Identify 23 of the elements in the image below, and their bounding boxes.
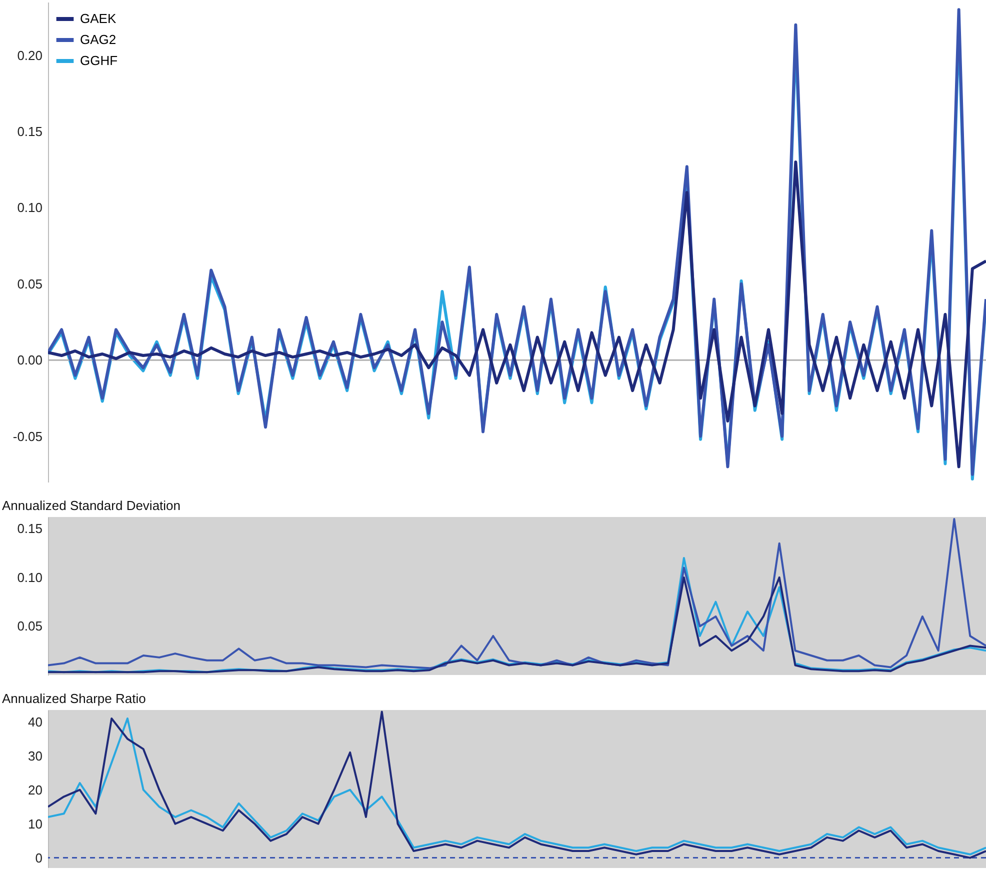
y-tick-label: 20 [28, 782, 42, 798]
y-tick-label: 0.15 [17, 124, 42, 140]
y-tick-label: 0.05 [17, 276, 42, 292]
y-tick-label: 10 [28, 816, 42, 832]
chart-title: Annualized Standard Deviation [2, 498, 181, 513]
line-series [48, 576, 986, 674]
y-tick-label: 0.20 [17, 48, 42, 63]
chart-title: Annualized Sharpe Ratio [2, 691, 146, 706]
y-tick-label: 0.15 [17, 521, 42, 536]
legend-label: GAEK [80, 11, 116, 26]
legend-label: GAG2 [80, 32, 116, 47]
y-tick-label: 30 [28, 748, 42, 764]
line-series [48, 518, 986, 670]
line-series [48, 160, 986, 468]
y-tick-label: 0.05 [17, 618, 42, 634]
y-tick-label: 40 [28, 714, 42, 730]
y-tick-label: 0.00 [17, 352, 42, 368]
line-series [48, 556, 986, 674]
y-tick-label: -0.05 [12, 428, 42, 444]
y-tick-label: 0.10 [17, 570, 42, 585]
legend-label: GGHF [80, 53, 118, 68]
y-tick-label: 0 [35, 850, 42, 866]
y-tick-label: 0.10 [17, 200, 42, 216]
